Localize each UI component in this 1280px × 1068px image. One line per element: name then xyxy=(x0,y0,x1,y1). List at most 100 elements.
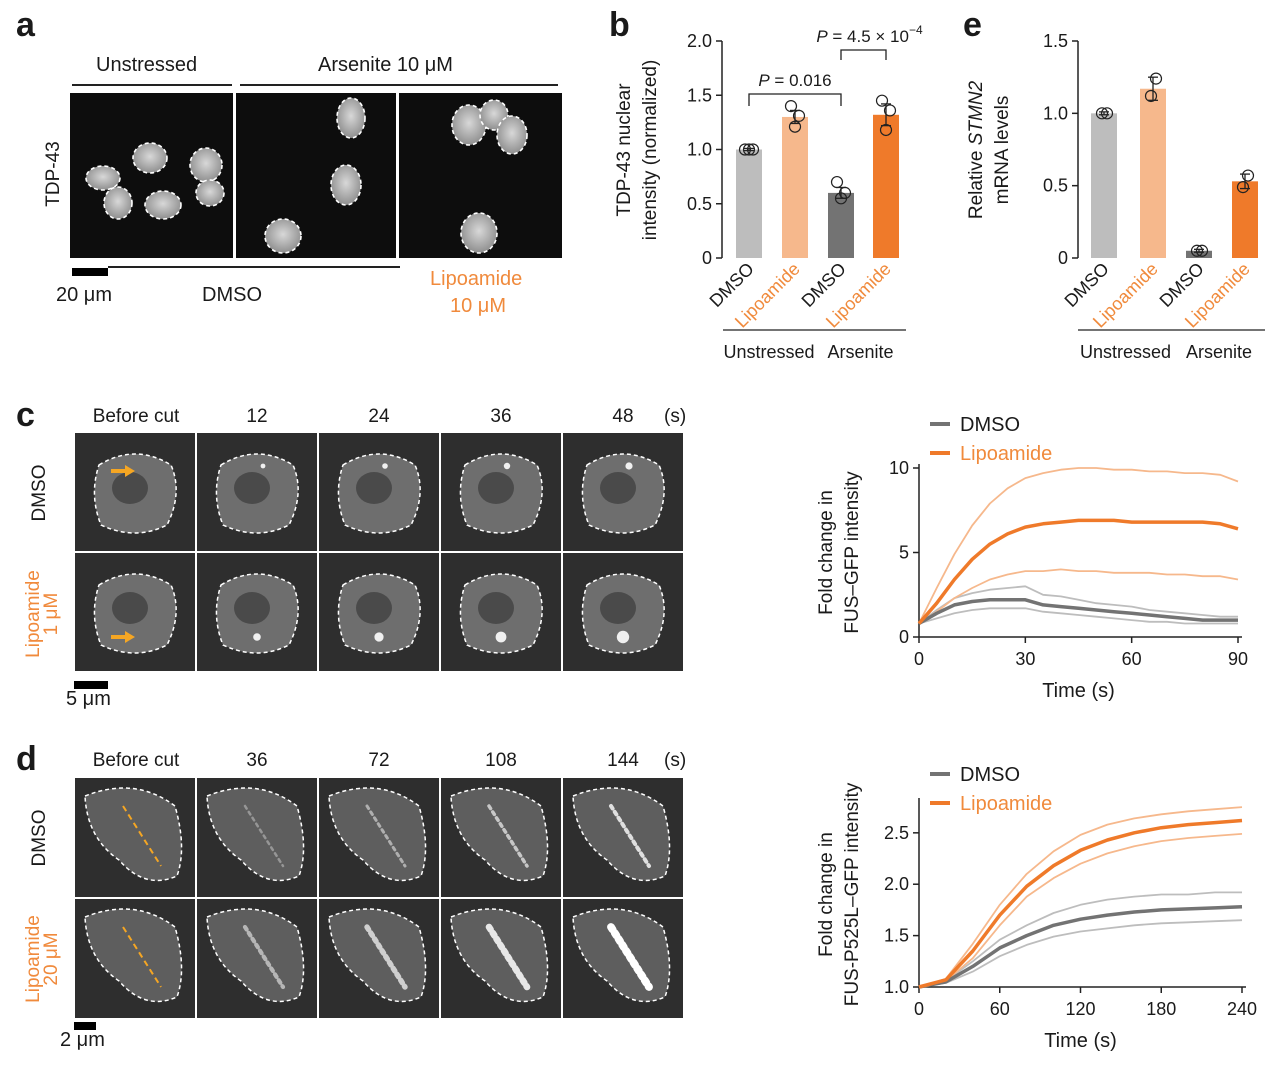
frame-drawing xyxy=(337,453,421,534)
nucleolus xyxy=(478,472,514,504)
series-line xyxy=(918,585,1238,625)
bar xyxy=(1232,181,1258,258)
y-tick-label: 1.5 xyxy=(884,926,909,946)
y-tick-label: 1.5 xyxy=(687,85,712,105)
y-tick-label: 2.0 xyxy=(884,874,909,894)
condensate-line xyxy=(242,924,286,990)
group-label: Unstressed xyxy=(723,342,814,362)
data-point xyxy=(875,94,889,107)
series-line xyxy=(918,833,1243,988)
bottom-label-lipoamide-conc: 10 μM xyxy=(450,295,506,317)
timelapse-frame xyxy=(563,899,683,1018)
y-axis-label: FUS–GFP intensity xyxy=(842,471,863,634)
condensate-spot xyxy=(260,463,266,469)
frame-drawing xyxy=(84,787,183,882)
timelapse-frame xyxy=(319,778,439,897)
y-tick-label: 0 xyxy=(899,627,909,647)
frame-drawing xyxy=(581,453,665,534)
condensate-spot xyxy=(374,632,384,642)
frame-drawing xyxy=(572,908,671,1003)
frame-drawing xyxy=(450,787,549,882)
timelapse-frame xyxy=(319,433,439,551)
scale-bar-c xyxy=(74,681,108,689)
panel-label-e: e xyxy=(963,6,982,44)
header-unstressed: Unstressed xyxy=(96,54,198,76)
y-tick-label: 1.0 xyxy=(1043,103,1068,123)
series-line xyxy=(917,518,1239,625)
timelapse-frame xyxy=(319,553,439,671)
group-label: Arsenite xyxy=(827,342,893,362)
panel-c-time-label: 36 xyxy=(490,406,512,427)
frame-drawing xyxy=(93,573,177,654)
panel-d-time-label: 108 xyxy=(485,750,517,771)
legend-label: Lipoamide xyxy=(960,443,1052,465)
panel-label-d: d xyxy=(16,740,37,778)
frame-drawing xyxy=(450,908,549,1003)
data-point xyxy=(879,123,893,137)
condensate-line xyxy=(487,804,529,868)
condensate-spot xyxy=(616,630,630,644)
timelapse-frame xyxy=(197,433,317,551)
x-tick-label: 60 xyxy=(1122,649,1142,669)
timelapse-frame xyxy=(197,553,317,671)
series-line xyxy=(918,568,1239,625)
significance-bracket xyxy=(748,93,842,106)
timelapse-frame xyxy=(563,433,683,551)
condensate-line xyxy=(364,924,408,990)
frame-drawing xyxy=(206,908,305,1003)
data-point xyxy=(1190,244,1204,257)
data-point xyxy=(746,143,760,156)
underline-dmso xyxy=(108,266,400,268)
timelapse-frame xyxy=(563,778,683,897)
row-label-tdp43: TDP-43 xyxy=(43,141,64,207)
underline-unstressed xyxy=(72,84,232,86)
scale-bar-c-label: 5 μm xyxy=(66,688,111,710)
x-tick-label: 180 xyxy=(1146,999,1176,1019)
chart-e: 00.51.01.5DMSOLipoamideDMSOLipoamideUnst… xyxy=(966,31,1265,362)
bar xyxy=(782,116,808,258)
p-value-label: P = 0.016 xyxy=(758,71,831,90)
scale-bar-a xyxy=(72,268,108,276)
chart-b: 00.51.01.52.0DMSOLipoamideDMSOLipoamideU… xyxy=(614,23,923,362)
underline-arsenite xyxy=(240,84,558,86)
x-tick-label: 120 xyxy=(1065,999,1095,1019)
series-line xyxy=(918,806,1243,988)
bottom-label-lipoamide: Lipoamide xyxy=(430,268,523,290)
y-tick-label: 0 xyxy=(702,248,712,268)
data-point xyxy=(738,143,752,156)
x-tick-label: 0 xyxy=(914,999,924,1019)
panel-d-time-label: Before cut xyxy=(92,750,180,771)
timelapse-frame xyxy=(441,433,561,551)
panel-c-row-lipoamide-conc: 1 μM xyxy=(41,592,62,636)
x-axis-label: Time (s) xyxy=(1044,1030,1117,1052)
panel-d-time-label: 144 xyxy=(607,750,639,771)
x-tick-label: 30 xyxy=(1015,649,1035,669)
condensate-spot xyxy=(253,633,261,641)
cut-line xyxy=(122,805,162,867)
nucleolus xyxy=(356,472,392,504)
panel-c-row-dmso: DMSO xyxy=(29,464,50,522)
p-value-label: P = 4.5 × 10−4 xyxy=(816,23,923,46)
data-point xyxy=(1241,169,1255,182)
bar xyxy=(1091,113,1117,258)
panel-label-a: a xyxy=(16,6,35,44)
condensate-spot xyxy=(495,631,507,643)
x-tick-label: 60 xyxy=(990,999,1010,1019)
data-point xyxy=(834,192,848,205)
series-line xyxy=(918,598,1238,626)
data-point xyxy=(1100,107,1114,120)
y-label-group: Fold change in FUS–GFP intensity xyxy=(816,471,863,634)
cut-line xyxy=(122,926,162,988)
x-tick-label: 90 xyxy=(1228,649,1248,669)
timelapse-frame xyxy=(441,553,561,671)
timelapse-frame xyxy=(563,553,683,671)
condensate-spot xyxy=(382,463,388,469)
timelapse-frame xyxy=(197,899,317,1018)
condensate-line xyxy=(607,923,653,991)
bar xyxy=(736,149,762,258)
data-point xyxy=(742,143,756,156)
timelapse-frame xyxy=(75,778,195,897)
y-label-group: Fold change in FUS-P525L–GFP intensity xyxy=(816,782,863,1006)
scale-bar-d-label: 2 μm xyxy=(60,1029,105,1051)
condensate-line xyxy=(243,804,285,868)
